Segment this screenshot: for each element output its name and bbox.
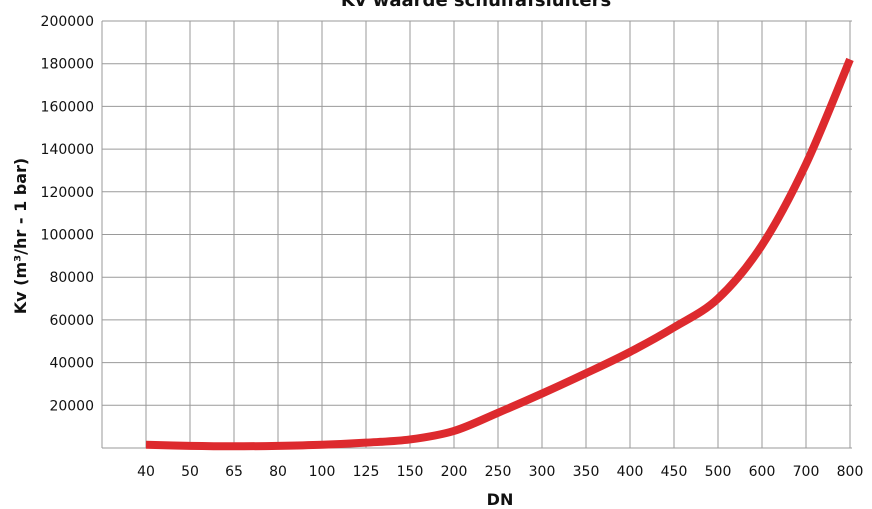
- y-tick-label: 140000: [41, 142, 94, 158]
- x-tick-label: 125: [353, 464, 380, 480]
- y-tick-label: 120000: [41, 185, 94, 201]
- x-tick-label: 100: [309, 464, 336, 480]
- x-tick-label: 800: [837, 464, 864, 480]
- grid: [101, 20, 852, 449]
- x-tick-label: 65: [225, 464, 243, 480]
- x-tick-label: 250: [485, 464, 512, 480]
- series-line: [145, 57, 854, 451]
- x-tick-labels: 40 50 65 80 100 125 150 200 250 300 350 400 450 500 60…: [137, 464, 863, 480]
- y-tick-label: 60000: [49, 313, 94, 329]
- x-tick-label: 40: [137, 464, 155, 480]
- chart-title: Kv waarde schuifafsluiters: [341, 0, 611, 11]
- x-tick-label: 350: [573, 464, 600, 480]
- y-tick-labels: 20000 40000 60000 80000 100000 120000 140000 16…: [41, 14, 94, 414]
- x-tick-label: 200: [441, 464, 468, 480]
- y-tick-label: 100000: [41, 228, 94, 244]
- x-tick-label: 150: [397, 464, 424, 480]
- x-tick-label: 700: [793, 464, 820, 480]
- x-tick-label: 400: [617, 464, 644, 480]
- x-tick-label: 50: [181, 464, 199, 480]
- x-tick-label: 500: [705, 464, 732, 480]
- y-tick-label: 160000: [41, 99, 94, 115]
- y-tick-label: 20000: [49, 398, 94, 414]
- series-layer: [145, 57, 854, 451]
- y-tick-label: 200000: [41, 14, 94, 30]
- y-axis-title: Kv (m³/hr - 1 bar): [11, 158, 30, 314]
- x-tick-label: 450: [661, 464, 688, 480]
- x-tick-label: 600: [749, 464, 776, 480]
- y-tick-label: 80000: [49, 270, 94, 286]
- y-tick-label: 180000: [41, 57, 94, 73]
- x-tick-label: 300: [529, 464, 556, 480]
- y-tick-label: 40000: [49, 356, 94, 372]
- x-axis-title: DN: [487, 490, 514, 509]
- x-tick-label: 80: [269, 464, 287, 480]
